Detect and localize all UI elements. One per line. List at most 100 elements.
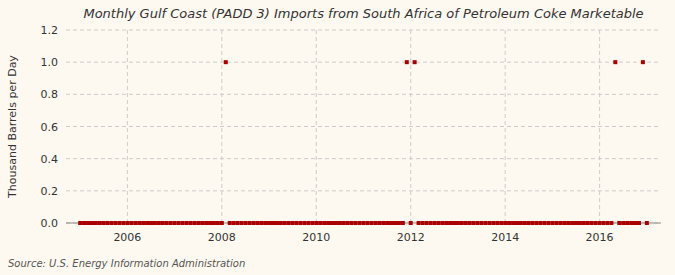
y-grid-line xyxy=(66,190,661,191)
point xyxy=(86,221,90,225)
point xyxy=(539,221,543,225)
point xyxy=(570,221,574,225)
x-grid-line xyxy=(505,30,506,223)
point xyxy=(342,221,346,225)
point xyxy=(330,221,334,225)
point xyxy=(212,221,216,225)
point xyxy=(629,221,633,225)
point xyxy=(373,221,377,225)
point xyxy=(381,221,385,225)
point xyxy=(180,221,184,225)
point xyxy=(271,221,275,225)
source-note: Source: U.S. Energy Information Administ… xyxy=(8,258,245,269)
point xyxy=(401,221,405,225)
point xyxy=(377,221,381,225)
point xyxy=(236,221,240,225)
point xyxy=(188,221,192,225)
point xyxy=(78,221,82,225)
point xyxy=(519,221,523,225)
point xyxy=(102,221,106,225)
point xyxy=(444,221,448,225)
point xyxy=(546,221,550,225)
point xyxy=(582,221,586,225)
point xyxy=(503,221,507,225)
point xyxy=(480,221,484,225)
y-axis-label: Thousand Barrels per Day xyxy=(6,55,19,199)
point xyxy=(389,221,393,225)
point xyxy=(334,221,338,225)
point xyxy=(594,221,598,225)
point xyxy=(464,221,468,225)
point xyxy=(362,221,366,225)
point xyxy=(602,221,606,225)
point xyxy=(393,221,397,225)
points xyxy=(78,60,649,225)
point xyxy=(114,221,118,225)
x-tick-label: 2008 xyxy=(208,231,236,244)
y-tick-label: 0.4 xyxy=(41,153,59,166)
point xyxy=(283,221,287,225)
point xyxy=(295,221,299,225)
point xyxy=(322,221,326,225)
grid xyxy=(66,30,661,223)
point xyxy=(326,221,330,225)
x-tick-label: 2014 xyxy=(491,231,519,244)
x-grid-line xyxy=(410,30,411,223)
point xyxy=(625,221,629,225)
point xyxy=(487,221,491,225)
y-grid-line xyxy=(66,30,661,31)
point xyxy=(550,221,554,225)
point xyxy=(165,221,169,225)
x-grid-line xyxy=(316,30,317,223)
point xyxy=(369,221,373,225)
point xyxy=(452,221,456,225)
point xyxy=(621,221,625,225)
point xyxy=(153,221,157,225)
point xyxy=(267,221,271,225)
point xyxy=(531,221,535,225)
axes: 0.00.20.40.60.81.01.22006200820102012201… xyxy=(41,24,662,244)
point xyxy=(440,221,444,225)
point xyxy=(255,221,259,225)
point xyxy=(121,221,125,225)
point xyxy=(354,221,358,225)
point xyxy=(110,221,114,225)
point xyxy=(598,221,602,225)
point xyxy=(617,221,621,225)
point xyxy=(543,221,547,225)
point xyxy=(507,221,511,225)
point xyxy=(240,221,244,225)
point xyxy=(527,221,531,225)
point xyxy=(421,221,425,225)
point xyxy=(405,60,409,64)
point xyxy=(448,221,452,225)
point xyxy=(558,221,562,225)
x-tick-label: 2012 xyxy=(397,231,425,244)
point xyxy=(184,221,188,225)
point xyxy=(428,221,432,225)
x-grid-line xyxy=(127,30,128,223)
y-tick-label: 0.0 xyxy=(41,217,59,230)
point xyxy=(468,221,472,225)
point xyxy=(358,221,362,225)
point xyxy=(200,221,204,225)
y-grid-line xyxy=(66,94,661,95)
chart-container: Monthly Gulf Coast (PADD 3) Imports from… xyxy=(0,0,675,275)
point xyxy=(161,221,165,225)
x-tick-label: 2006 xyxy=(113,231,141,244)
point xyxy=(609,221,613,225)
point xyxy=(216,221,220,225)
point xyxy=(196,221,200,225)
point xyxy=(287,221,291,225)
point xyxy=(460,221,464,225)
point xyxy=(177,221,181,225)
point xyxy=(141,221,145,225)
point xyxy=(554,221,558,225)
point xyxy=(637,221,641,225)
point xyxy=(118,221,122,225)
point xyxy=(106,221,110,225)
y-tick-label: 0.6 xyxy=(41,121,59,134)
point xyxy=(511,221,515,225)
point xyxy=(302,221,306,225)
y-grid-line xyxy=(66,62,661,63)
